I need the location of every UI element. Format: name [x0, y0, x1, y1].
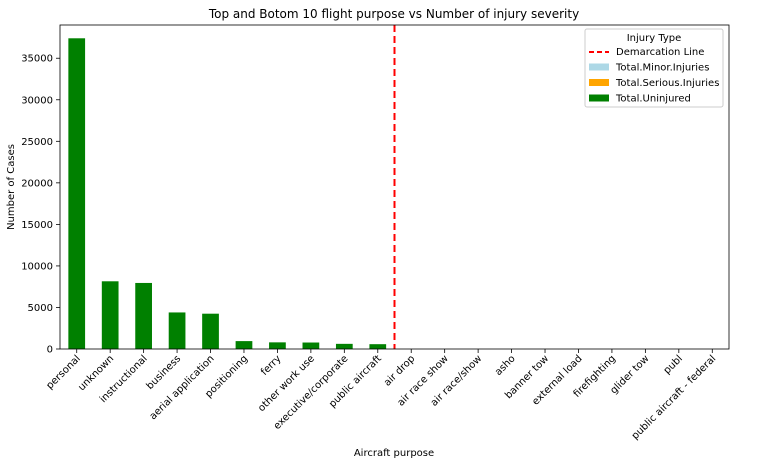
x-tick-label: aerial application — [148, 353, 217, 422]
x-axis-label: Aircraft purpose — [354, 448, 434, 459]
y-tick-label: 0 — [47, 345, 53, 356]
legend-box — [584, 28, 724, 108]
y-tick-label: 5000 — [28, 303, 53, 314]
bars-layer — [68, 38, 387, 350]
y-tick-label: 15000 — [21, 220, 53, 231]
x-tick-label: asho — [493, 353, 518, 378]
bar-Total.Uninjured-6 — [269, 342, 286, 349]
y-axis: 0 5000 10000 15000 20000 25000 30000 35000 — [21, 54, 60, 356]
y-axis-label: Number of Cases — [6, 144, 17, 230]
y-tick-label: 30000 — [21, 95, 53, 106]
x-tick-label: publ — [662, 353, 685, 376]
legend-label: Total.Minor.Injuries — [615, 63, 709, 74]
legend-title: Injury Type — [627, 33, 682, 44]
y-tick-label: 10000 — [21, 261, 53, 272]
x-tick-label: ferry — [259, 353, 284, 378]
legend-label: Total.Uninjured — [615, 94, 691, 105]
bar-Total.Uninjured-8 — [335, 343, 353, 349]
legend-swatch — [589, 79, 609, 86]
bar-Total.Uninjured-5 — [235, 341, 253, 349]
y-tick-label: 20000 — [21, 178, 53, 189]
y-tick-label: 25000 — [21, 137, 53, 148]
chart-title: Top and Botom 10 flight purpose vs Numbe… — [208, 7, 579, 21]
legend: Injury Type Demarcation Line Total.Minor.I… — [584, 28, 724, 108]
legend-label: Total.Serious.Injuries — [615, 78, 719, 89]
legend-label: Demarcation Line — [616, 47, 704, 58]
bar-Total.Uninjured-1 — [101, 281, 119, 349]
bar-Total.Uninjured-0 — [68, 38, 86, 350]
legend-swatch — [589, 94, 609, 102]
bar-Total.Uninjured-9 — [369, 344, 387, 349]
legend-swatch — [589, 63, 609, 71]
bar-Total.Uninjured-7 — [302, 342, 320, 349]
bar-Total.Uninjured-2 — [135, 282, 152, 349]
plot-frame — [59, 24, 730, 350]
y-tick-label: 35000 — [21, 54, 53, 65]
bar-Total.Uninjured-4 — [202, 313, 219, 349]
bar-Total.Uninjured-3 — [168, 312, 186, 349]
x-axis: personalunknowninstructionalbusinessaeri… — [45, 349, 718, 442]
